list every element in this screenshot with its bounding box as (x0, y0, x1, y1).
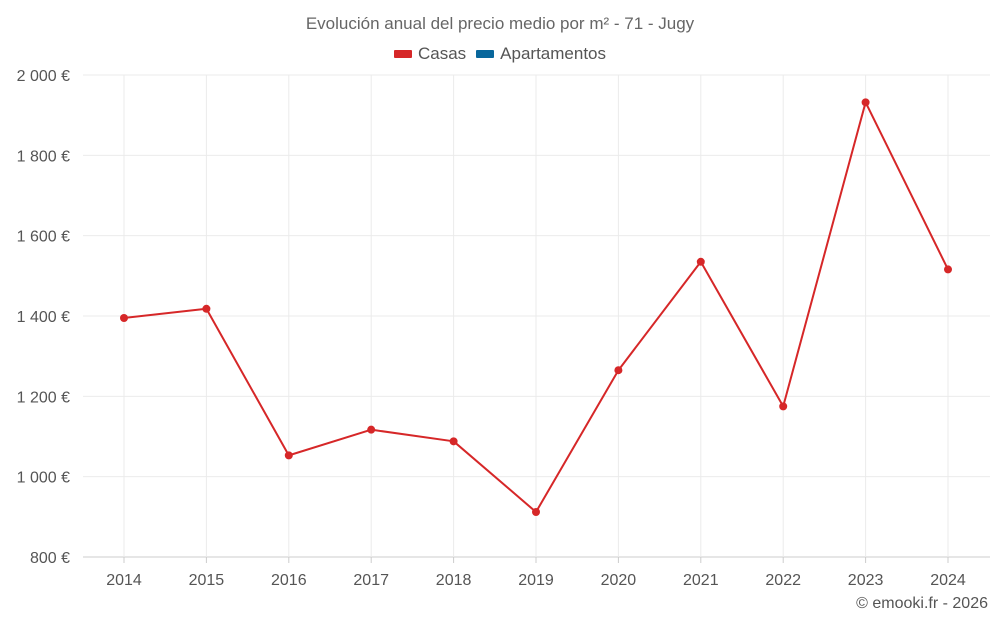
x-tick-label: 2014 (106, 572, 142, 589)
x-tick-label: 2015 (189, 572, 225, 589)
data-point (202, 304, 211, 313)
y-tick-label: 1 800 € (17, 148, 70, 165)
y-tick-label: 1 400 € (17, 309, 70, 326)
legend-item-casas[interactable]: Casas (393, 44, 467, 64)
legend-swatch-casas (393, 50, 412, 58)
grid-lines (83, 74, 990, 558)
x-tick-label: 2018 (436, 572, 472, 589)
x-tick-label: 2020 (601, 572, 637, 589)
x-tick-label: 2023 (848, 572, 884, 589)
data-point (449, 437, 458, 446)
credit-text: © emooki.fr - 2026 (856, 595, 988, 612)
data-point (284, 451, 293, 460)
data-point (861, 98, 870, 107)
legend-label-casas: Casas (417, 44, 467, 63)
x-tick-label: 2024 (930, 572, 966, 589)
y-axis: 800 € 1 000 € 1 200 € 1 400 € 1 600 € 1 800 €… (17, 68, 70, 567)
y-tick-label: 1 600 € (17, 229, 70, 246)
data-point (532, 508, 540, 517)
data-point (944, 265, 952, 274)
data-point (367, 425, 376, 434)
y-tick-label: 1 000 € (17, 470, 70, 487)
chart-legend: Casas Apartamentos (0, 44, 1000, 64)
data-point (779, 402, 788, 411)
x-tick-label: 2021 (683, 572, 719, 589)
data-point (614, 366, 623, 375)
x-tick-label: 2017 (353, 572, 389, 589)
y-tick-label: 800 € (30, 550, 70, 567)
x-tick-label: 2019 (518, 572, 554, 589)
legend-label-apartamentos: Apartamentos (500, 44, 607, 63)
data-point (120, 314, 128, 323)
y-tick-label: 2 000 € (17, 68, 70, 85)
x-tick-label: 2022 (765, 572, 801, 589)
x-tick-label: 2016 (271, 572, 307, 589)
chart-title: Evolución anual del precio medio por m² … (305, 14, 695, 33)
legend-swatch-apartamentos (476, 50, 495, 58)
y-tick-label: 1 200 € (17, 389, 70, 406)
x-axis: 2014 2015 2016 2017 2018 2019 2020 2021 2022 2023… (106, 557, 966, 589)
legend-item-apartamentos[interactable]: Apartamentos (476, 44, 606, 64)
data-point (696, 257, 705, 266)
series-group (120, 98, 952, 517)
